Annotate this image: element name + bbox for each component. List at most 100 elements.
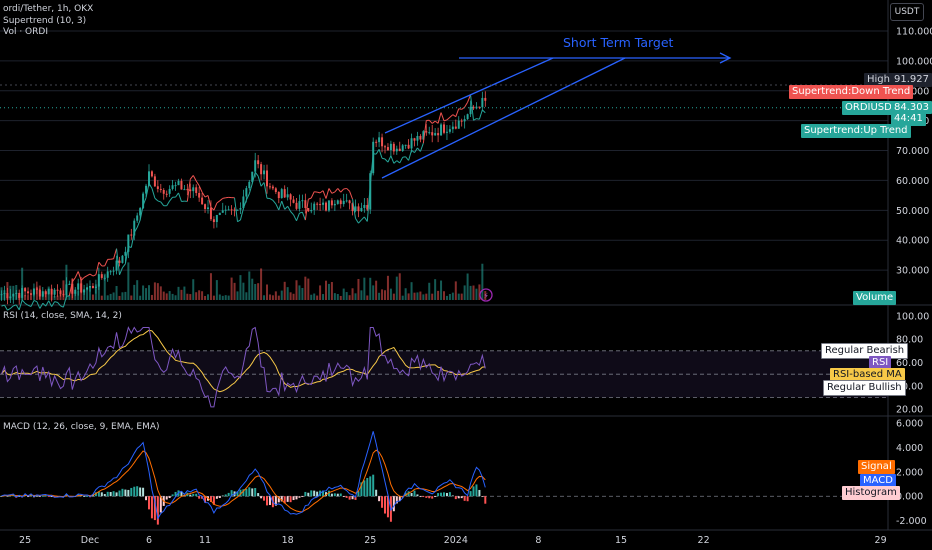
histogram-label: Histogram	[842, 486, 900, 500]
volume-bar	[100, 295, 103, 300]
supertrend-segment	[36, 301, 41, 309]
supertrend-segment	[116, 248, 120, 275]
supertrend-legend[interactable]: Supertrend (10, 3)	[3, 16, 87, 26]
histogram-bar	[260, 496, 263, 499]
volume-bar	[156, 283, 159, 300]
supertrend-segment	[331, 191, 336, 194]
volume-bar	[425, 293, 428, 300]
candle-body	[310, 209, 313, 212]
volume-bar	[271, 295, 274, 300]
supertrend-segment	[455, 108, 460, 117]
macd-pane-title[interactable]: MACD (12, 26, close, 9, EMA, EMA)	[3, 422, 160, 432]
volume-bar	[333, 293, 336, 300]
candle-body	[263, 170, 266, 175]
candle-body	[440, 124, 443, 136]
histogram-bar	[307, 492, 310, 497]
volume-bar	[419, 291, 422, 300]
histogram-bar	[165, 496, 168, 500]
volume-bar	[381, 289, 384, 300]
supertrend-segment	[334, 188, 339, 193]
supertrend-segment	[45, 300, 50, 307]
candle-body	[127, 234, 130, 252]
volume-bar	[478, 284, 481, 300]
supertrend-segment	[319, 190, 324, 194]
supertrend-segment	[128, 246, 132, 248]
histogram-bar	[445, 492, 448, 497]
histogram-bar	[419, 496, 422, 498]
candle-body	[165, 193, 168, 195]
volume-bar	[53, 295, 56, 300]
macd-tick-label: 0.000	[896, 492, 923, 503]
volume-bar	[289, 292, 292, 300]
histogram-bar	[153, 496, 156, 521]
volume-bar	[327, 283, 330, 300]
supertrend-segment	[10, 305, 14, 309]
supertrend-segment	[248, 183, 253, 194]
candle-body	[124, 251, 127, 256]
supertrend-segment	[396, 160, 401, 164]
channel-lower-line	[381, 57, 626, 179]
supertrend-segment	[21, 299, 26, 304]
volume-bar	[177, 286, 180, 300]
candle-body	[186, 189, 189, 191]
candle-body	[369, 173, 372, 210]
histogram-bar	[174, 491, 177, 497]
supertrend-segment	[27, 304, 32, 308]
lightning-icon[interactable]	[479, 288, 493, 302]
candle-body	[150, 171, 153, 177]
volume-bar	[136, 280, 139, 300]
volume-bar	[159, 286, 162, 300]
volume-bar	[109, 293, 112, 300]
supertrend-segment	[369, 153, 374, 186]
histogram-bar	[327, 490, 330, 497]
histogram-bar	[333, 493, 336, 497]
volume-bar	[422, 294, 425, 300]
volume-bar	[230, 277, 233, 300]
rsi-pane-title[interactable]: RSI (14, close, SMA, 14, 2)	[3, 311, 122, 321]
supertrend-segment	[431, 120, 436, 124]
candle-body	[53, 289, 56, 295]
supertrend-segment	[68, 281, 73, 296]
volume-bar	[357, 278, 360, 300]
candle-body	[71, 283, 74, 294]
histogram-bar	[322, 490, 325, 497]
supertrend-segment	[178, 192, 182, 202]
volume-bar	[130, 295, 133, 300]
candle-body	[148, 171, 150, 186]
histogram-bar	[469, 491, 472, 497]
histogram-bar	[448, 492, 451, 497]
channel-upper-line	[384, 57, 554, 134]
histogram-bar	[86, 496, 89, 497]
histogram-bar	[360, 482, 363, 497]
histogram-bar	[209, 496, 212, 502]
time-tick-label: 25	[364, 535, 376, 546]
histogram-bar	[254, 488, 257, 497]
volume-bar	[254, 283, 257, 300]
supertrend-segment	[269, 198, 274, 201]
symbol-title[interactable]: ordi/Tether, 1h, OKX	[3, 4, 94, 14]
time-tick-label: 22	[698, 535, 710, 546]
candle-body	[363, 204, 366, 208]
rsi-tick-label: 80.00	[896, 335, 923, 346]
candle-body	[472, 106, 475, 109]
supertrend-segment	[169, 196, 173, 202]
supertrend-segment	[393, 160, 398, 164]
histogram-bar	[242, 489, 245, 497]
candle-body	[448, 129, 451, 132]
volume-bar	[463, 285, 466, 300]
candle-body	[466, 114, 469, 120]
candle-body	[295, 202, 298, 209]
candle-body	[32, 288, 35, 295]
histogram-bar	[392, 496, 395, 512]
currency-button[interactable]: USDT	[890, 3, 924, 21]
candle-body	[469, 106, 472, 115]
volume-bar	[62, 280, 65, 300]
volume-bar	[266, 284, 268, 300]
volume-bar	[431, 293, 434, 300]
volume-legend[interactable]: Vol · ORDI	[3, 27, 48, 37]
histogram-bar	[227, 492, 230, 497]
histogram-bar	[268, 496, 271, 505]
supertrend-segment	[434, 120, 439, 124]
supertrend-segment	[213, 202, 218, 211]
